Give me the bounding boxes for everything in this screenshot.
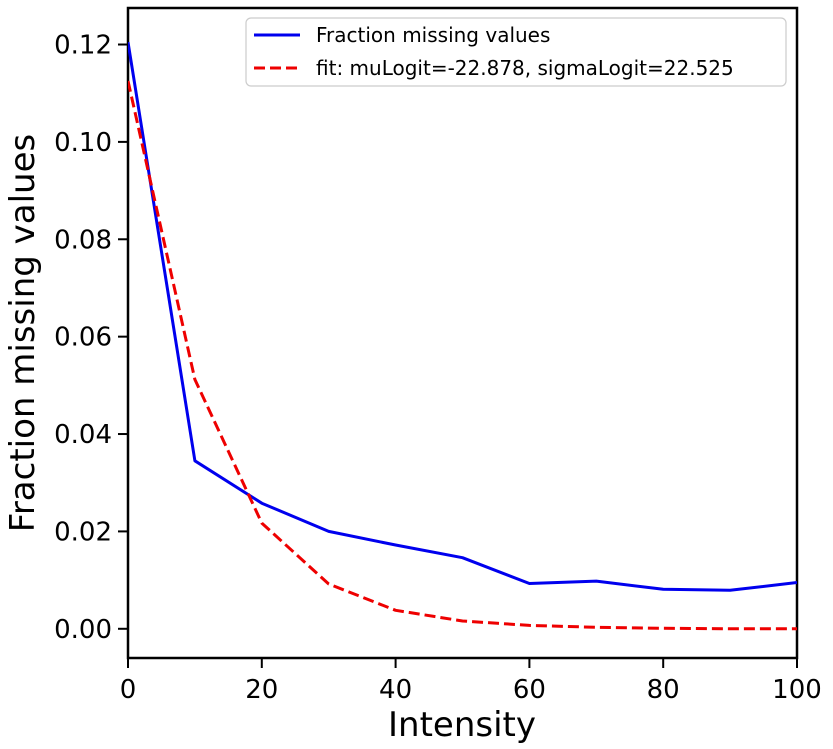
series-layer (128, 41, 797, 631)
y-axis: 0.00 0.02 0.04 0.06 0.08 0.10 0.12 (54, 31, 128, 645)
y-tick-label: 0.06 (54, 323, 112, 353)
plot-area (126, 6, 799, 660)
y-tick-label: 0.00 (54, 615, 112, 645)
x-tick-label: 100 (772, 675, 822, 705)
x-tick-label: 0 (120, 675, 137, 705)
x-tick-label: 60 (513, 675, 546, 705)
legend-label-series-1: Fraction missing values (316, 23, 550, 47)
y-tick-label: 0.10 (54, 128, 112, 158)
y-tick-label: 0.08 (54, 225, 112, 255)
x-axis: 0 20 40 60 80 100 (120, 658, 822, 705)
y-tick-label: 0.12 (54, 31, 112, 61)
legend-box (245, 17, 787, 87)
series-line-2 (128, 80, 797, 631)
legend: Fraction missing values fit: muLogit=-22… (245, 17, 787, 87)
y-tick-label: 0.02 (54, 517, 112, 547)
x-tick-label: 20 (245, 675, 278, 705)
x-tick-label: 80 (647, 675, 680, 705)
y-axis-label: Fraction missing values (3, 134, 43, 533)
series-line-1 (128, 41, 797, 592)
x-axis-label: Intensity (388, 705, 536, 745)
plot-frame (126, 6, 799, 660)
legend-label-series-2: fit: muLogit=-22.878, sigmaLogit=22.525 (316, 56, 734, 80)
y-tick-label: 0.04 (54, 420, 112, 450)
x-tick-label: 40 (379, 675, 412, 705)
